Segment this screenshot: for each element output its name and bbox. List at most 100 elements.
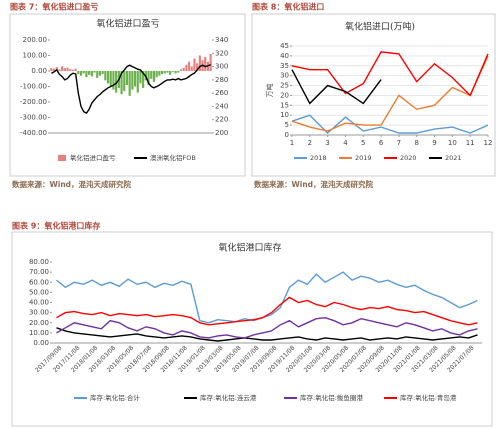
- line: [56, 327, 478, 342]
- y2-tick-label: 240: [215, 102, 228, 110]
- bar: [177, 71, 180, 73]
- bar: [74, 68, 77, 71]
- bar: [77, 71, 80, 75]
- y-tick-label: 30.00: [29, 309, 49, 317]
- bar: [79, 71, 83, 76]
- bar: [155, 71, 158, 78]
- x-tick-label: 7: [397, 139, 401, 147]
- source: 数据来源：Wind，混沌天成研究院: [12, 179, 132, 189]
- x-tick-label: 4: [343, 139, 348, 147]
- bar: [120, 71, 123, 95]
- bar: [204, 57, 207, 71]
- legend-label: 库存:氧化铝:合计: [90, 393, 140, 402]
- y-tick-label: 200.00: [23, 36, 48, 44]
- y-tick-label: 0: [285, 131, 289, 139]
- y-tick-label: 30: [280, 72, 289, 80]
- legend-label: 2018: [310, 154, 327, 162]
- bar: [158, 71, 161, 76]
- bar: [61, 66, 64, 71]
- legend-label: 2021: [445, 154, 462, 162]
- x-tick-label: 9: [432, 139, 436, 147]
- bar: [179, 69, 183, 71]
- line: [51, 63, 211, 115]
- chart-title: 氧化铝进口盈亏: [96, 18, 159, 30]
- figure-label: 图表 7：氧化铝进口盈亏: [10, 2, 98, 12]
- bar: [152, 71, 156, 82]
- y-tick-label: 60.00: [29, 278, 49, 286]
- bar: [82, 71, 85, 74]
- bar: [85, 71, 88, 78]
- legend-label: 库存:氧化铝:鲅鱼圈港: [300, 393, 363, 402]
- bar: [209, 53, 212, 71]
- bar: [125, 71, 129, 85]
- bar: [139, 71, 142, 84]
- frame: [11, 231, 493, 427]
- y-tick-label: 70.00: [29, 268, 49, 276]
- line: [56, 296, 478, 326]
- bar: [147, 71, 150, 85]
- bar: [112, 71, 115, 90]
- y-tick-label: 10.00: [29, 329, 49, 337]
- bar: [174, 71, 177, 74]
- bar: [128, 71, 131, 96]
- x-tick-label: 2: [308, 139, 312, 147]
- y-tick-label: -200.00: [20, 98, 47, 106]
- frame: [9, 13, 246, 177]
- y-tick-label: 100.00: [23, 52, 48, 60]
- bar: [123, 71, 126, 92]
- bar: [171, 71, 174, 72]
- frame: [251, 13, 496, 177]
- legend-swatch: [58, 155, 66, 161]
- legend-label: 2019: [355, 154, 372, 162]
- legend-label: 2020: [400, 154, 417, 162]
- figure-label: 图表 9：氧化铝港口库存: [12, 221, 100, 231]
- y-tick-label: -300.00: [20, 114, 47, 122]
- x-tick-label: 1: [290, 139, 294, 147]
- bar: [136, 71, 139, 93]
- chart-title: 氧化铝进口(万吨): [345, 21, 415, 33]
- bar: [71, 69, 75, 71]
- bar: [169, 71, 172, 75]
- y-tick-label: 15: [280, 101, 289, 109]
- y-axis-label: 万吨: [265, 84, 274, 98]
- bar: [142, 71, 145, 89]
- bar: [109, 71, 112, 87]
- y2-tick-label: 320: [215, 49, 228, 57]
- y-tick-label: 40.00: [29, 299, 49, 307]
- bar: [150, 71, 153, 79]
- y2-tick-label: 300: [215, 63, 228, 71]
- y2-tick-label: 280: [215, 76, 228, 84]
- y-tick-label: 0.00: [33, 339, 49, 347]
- bar: [133, 71, 137, 87]
- y-tick-label: 5: [285, 121, 289, 129]
- line: [56, 271, 478, 324]
- bar: [196, 63, 199, 71]
- bar: [106, 71, 110, 84]
- bar: [66, 67, 69, 71]
- legend-label: 库存:氧化铝:青岛港: [400, 393, 457, 402]
- bar: [160, 71, 164, 75]
- chart-title: 氧化铝港口库存: [218, 242, 281, 254]
- y2-tick-label: 220: [215, 116, 228, 124]
- source: 数据来源：Wind，混沌天成研究院: [254, 179, 374, 189]
- y2-tick-label: 200: [215, 129, 228, 137]
- line: [291, 55, 489, 132]
- bar: [163, 71, 166, 74]
- y-tick-label: 20.00: [29, 319, 49, 327]
- bar: [198, 55, 201, 71]
- x-tick-label: 11: [466, 139, 475, 147]
- bar: [166, 71, 169, 73]
- line: [291, 69, 382, 105]
- y-tick-label: 20: [280, 91, 289, 99]
- x-tick-label: 8: [414, 139, 418, 147]
- x-tick-label: 12: [484, 139, 493, 147]
- y-tick-label: 0.00: [31, 67, 47, 75]
- bar: [185, 64, 188, 71]
- line: [291, 51, 489, 97]
- legend-label: 氧化铝进口盈亏: [70, 153, 116, 162]
- y-tick-label: 10: [280, 111, 289, 119]
- y-tick-label: 45: [280, 42, 289, 50]
- x-tick-label: 6: [379, 139, 384, 147]
- y-tick-label: -400.00: [20, 129, 47, 137]
- bar: [193, 58, 196, 71]
